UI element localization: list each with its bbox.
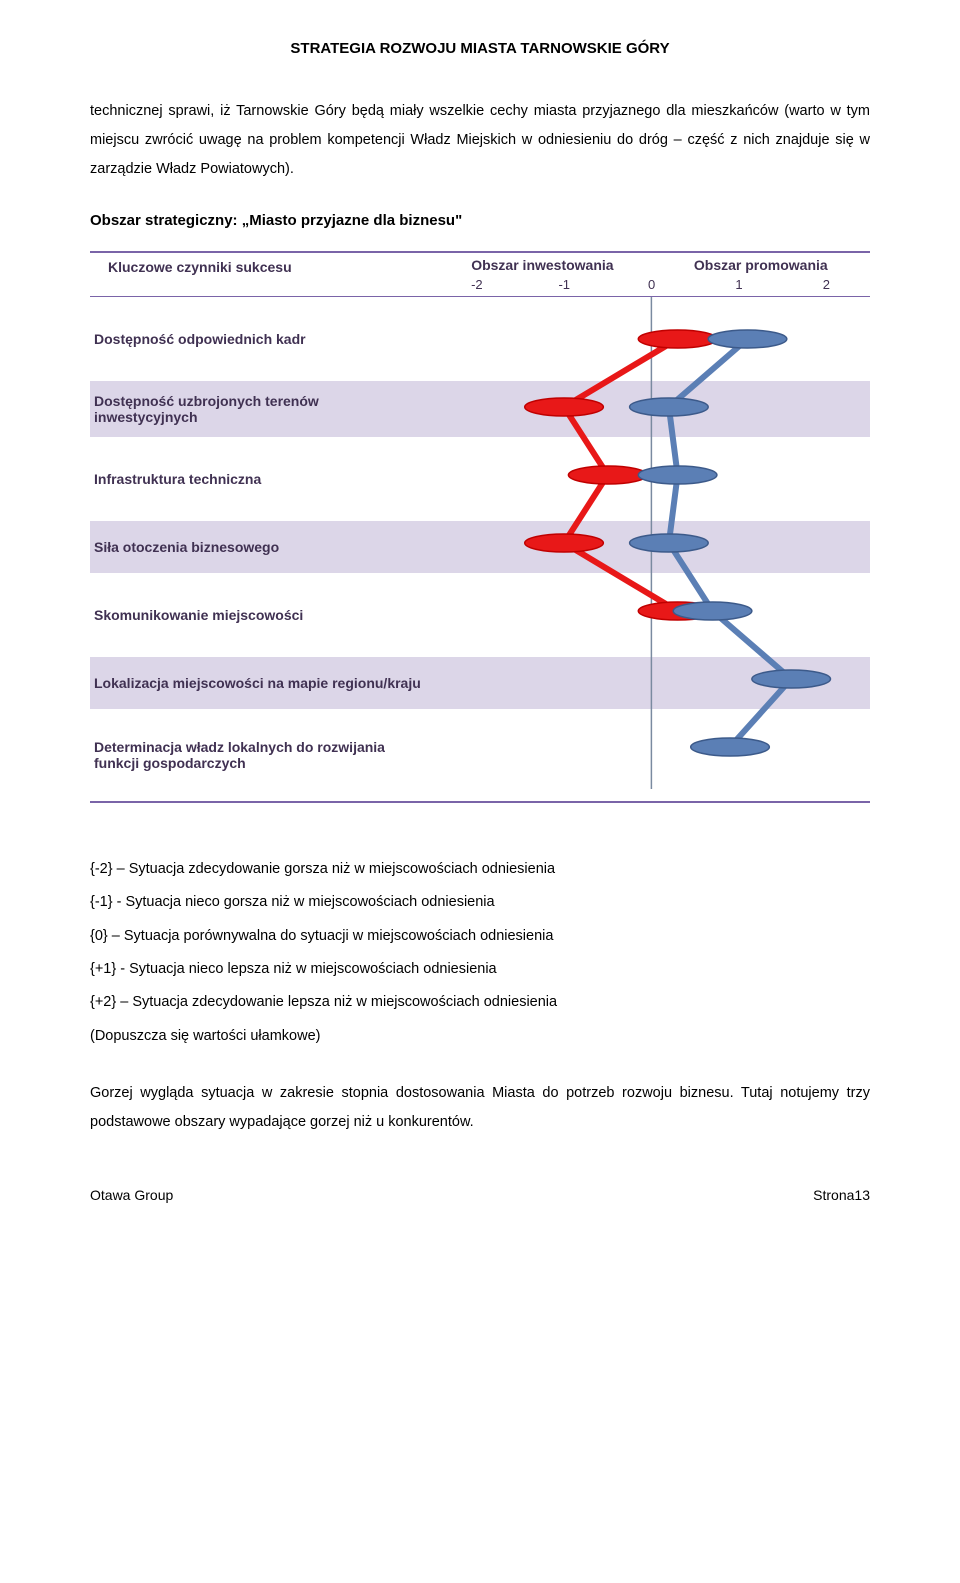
chart-body: Dostępność odpowiednich kadrDostępność u… — [90, 297, 870, 801]
chart-row-label: Dostępność uzbrojonych terenów inwestycy… — [90, 381, 433, 437]
chart-scale-tick: -1 — [521, 275, 608, 296]
chart-row-label: Lokalizacja miejscowości na mapie region… — [90, 657, 433, 709]
chart-row: Dostępność odpowiednich kadr — [90, 297, 870, 381]
chart-row-plot — [433, 573, 870, 657]
footer-left: Otawa Group — [90, 1187, 173, 1203]
chart-row: Siła otoczenia biznesowego — [90, 521, 870, 573]
chart-scale-tick: 0 — [608, 275, 695, 296]
chart-row-plot — [433, 297, 870, 381]
legend-line: {-2} – Sytuacja zdecydowanie gorsza niż … — [90, 853, 870, 886]
section-heading: Obszar strategiczny: „Miasto przyjazne d… — [90, 212, 870, 229]
ksf-chart: Kluczowe czynniki sukcesu Obszar inwesto… — [90, 251, 870, 803]
chart-scale-tick: 1 — [695, 275, 782, 296]
legend-line: (Dopuszcza się wartości ułamkowe) — [90, 1020, 870, 1053]
legend-block: {-2} – Sytuacja zdecydowanie gorsza niż … — [90, 853, 870, 1053]
chart-header: Kluczowe czynniki sukcesu Obszar inwesto… — [90, 251, 870, 297]
chart-row-label: Siła otoczenia biznesowego — [90, 521, 433, 573]
chart-row: Lokalizacja miejscowości na mapie region… — [90, 657, 870, 709]
chart-row: Determinacja władz lokalnych do rozwijan… — [90, 709, 870, 801]
chart-row: Infrastruktura techniczna — [90, 437, 870, 521]
intro-paragraph: technicznej sprawi, iż Tarnowskie Góry b… — [90, 97, 870, 184]
legend-line: {0} – Sytuacja porównywalna do sytuacji … — [90, 920, 870, 953]
page-header-title: STRATEGIA ROZWOJU MIASTA TARNOWSKIE GÓRY — [90, 40, 870, 57]
legend-line: {-1} - Sytuacja nieco gorsza niż w miejs… — [90, 886, 870, 919]
chart-scale-tick: -2 — [433, 275, 520, 296]
chart-row-plot — [433, 381, 870, 437]
chart-row-plot — [433, 709, 870, 801]
chart-header-col-b: Obszar promowania — [652, 253, 870, 275]
chart-header-col-a: Obszar inwestowania — [433, 253, 651, 275]
chart-row-plot — [433, 657, 870, 709]
chart-row-label: Skomunikowanie miejscowości — [90, 573, 433, 657]
chart-row-label: Infrastruktura techniczna — [90, 437, 433, 521]
legend-line: {+1} - Sytuacja nieco lepsza niż w miejs… — [90, 953, 870, 986]
chart-scale-labels: -2-1012 — [433, 275, 870, 296]
chart-row: Dostępność uzbrojonych terenów inwestycy… — [90, 381, 870, 437]
chart-header-left-label: Kluczowe czynniki sukcesu — [90, 253, 433, 296]
closing-paragraph: Gorzej wygląda sytuacja w zakresie stopn… — [90, 1079, 870, 1137]
page-footer: Otawa Group Strona13 — [90, 1187, 870, 1203]
chart-row: Skomunikowanie miejscowości — [90, 573, 870, 657]
chart-row-label: Dostępność odpowiednich kadr — [90, 297, 433, 381]
chart-row-plot — [433, 521, 870, 573]
footer-right: Strona13 — [813, 1187, 870, 1203]
chart-scale-tick: 2 — [783, 275, 870, 296]
legend-line: {+2} – Sytuacja zdecydowanie lepsza niż … — [90, 986, 870, 1019]
chart-row-plot — [433, 437, 870, 521]
chart-row-label: Determinacja władz lokalnych do rozwijan… — [90, 709, 433, 801]
